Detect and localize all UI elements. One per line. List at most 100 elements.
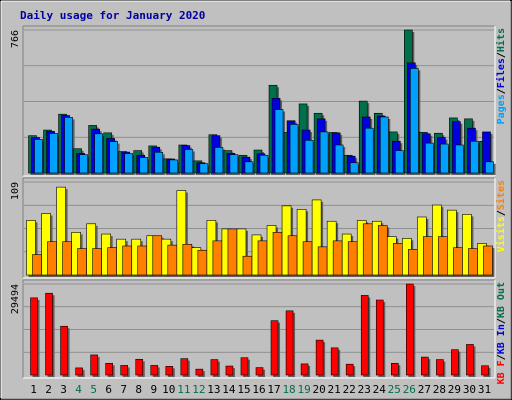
bar-sites bbox=[347, 241, 358, 276]
x-tick-label: 21 bbox=[328, 383, 341, 396]
bar-sites bbox=[332, 240, 343, 276]
bar-kb-f bbox=[45, 292, 53, 376]
bar-pages bbox=[169, 159, 179, 174]
bar-kb-f bbox=[451, 349, 459, 376]
bar-sites bbox=[92, 248, 102, 276]
bar-pages bbox=[124, 153, 134, 174]
bar-sites bbox=[107, 247, 117, 276]
bar-sites bbox=[377, 225, 388, 276]
x-tick-label: 7 bbox=[120, 383, 127, 396]
x-tick-label: 28 bbox=[433, 383, 446, 396]
x-tick-label: 5 bbox=[90, 383, 97, 396]
bar-kb-f bbox=[105, 362, 113, 376]
x-tick-label: 10 bbox=[162, 383, 175, 396]
x-tick-label: 27 bbox=[418, 383, 431, 396]
bar-sites bbox=[257, 240, 268, 276]
x-tick-label: 31 bbox=[478, 383, 491, 396]
x-tick-label: 18 bbox=[282, 383, 295, 396]
bar-sites bbox=[122, 245, 133, 276]
x-tick-label: 11 bbox=[177, 383, 190, 396]
bar-kb-f bbox=[285, 310, 294, 376]
bar-sites bbox=[287, 235, 298, 276]
x-tick-label: 8 bbox=[135, 383, 142, 396]
x-tick-label: 6 bbox=[105, 383, 112, 396]
bar-visits bbox=[447, 209, 457, 276]
x-tick-label: 13 bbox=[207, 383, 220, 396]
bar-sites bbox=[242, 255, 253, 276]
bar-pages bbox=[334, 144, 344, 174]
y-max-label: 29494 bbox=[10, 284, 21, 314]
x-tick-label: 2 bbox=[45, 383, 52, 396]
bar-kb-f bbox=[225, 365, 234, 376]
bar-pages bbox=[410, 68, 419, 174]
bar-kb-f bbox=[165, 366, 174, 376]
bar-pages bbox=[229, 154, 239, 174]
bar-sites bbox=[468, 248, 478, 276]
x-tick-label: 1 bbox=[30, 383, 37, 396]
legend-entry: / bbox=[496, 210, 507, 216]
bar-pages bbox=[379, 116, 389, 174]
bar-sites bbox=[77, 248, 87, 276]
bar-pages bbox=[319, 131, 329, 174]
legend-entry: Sites bbox=[495, 180, 507, 210]
bar-sites bbox=[137, 245, 148, 276]
bar-sites bbox=[483, 245, 493, 276]
bar-sites bbox=[182, 243, 193, 276]
bar-kb-f bbox=[135, 358, 144, 376]
x-tick-label: 26 bbox=[403, 383, 416, 396]
bar-pages bbox=[244, 161, 254, 174]
bar-kb-f bbox=[210, 359, 219, 376]
bar-pages bbox=[440, 143, 449, 174]
bar-pages bbox=[485, 161, 494, 174]
x-tick-label: 17 bbox=[267, 383, 280, 396]
legend-entry: KB In bbox=[496, 324, 507, 354]
bar-sites bbox=[423, 236, 433, 276]
x-tick-label: 30 bbox=[463, 383, 476, 396]
panel-box bbox=[23, 280, 495, 378]
bar-sites bbox=[32, 254, 42, 276]
bar-kb-f bbox=[406, 283, 414, 376]
panel-visits-sites: 109 Visits/Sites bbox=[10, 177, 507, 279]
bar-kb-f bbox=[481, 365, 489, 376]
bar-pages bbox=[274, 109, 284, 174]
bar-kb-f bbox=[255, 367, 264, 376]
bar-pages bbox=[94, 133, 103, 174]
legend-entry: / bbox=[496, 318, 507, 324]
chart-title: Daily usage for January 2020 bbox=[20, 9, 205, 22]
bar-visits bbox=[236, 228, 247, 276]
x-tick-label: 23 bbox=[358, 383, 371, 396]
y-max-label: 766 bbox=[10, 30, 21, 48]
x-tick-label: 16 bbox=[252, 383, 265, 396]
bar-sites bbox=[197, 249, 208, 276]
legend-entry: Visits bbox=[495, 216, 507, 252]
bar-pages bbox=[425, 142, 434, 174]
bar-sites bbox=[152, 235, 163, 276]
bar-sites bbox=[227, 228, 238, 276]
bar-kb-f bbox=[345, 363, 354, 376]
bar-kb-f bbox=[195, 368, 204, 376]
bar-pages bbox=[289, 124, 299, 174]
bar-visits bbox=[26, 220, 36, 276]
bar-sites bbox=[62, 241, 72, 276]
bar-pages bbox=[259, 154, 269, 174]
bar-pages bbox=[304, 140, 314, 174]
bar-visits bbox=[462, 214, 472, 276]
bar-pages bbox=[154, 151, 164, 174]
x-tick-label: 29 bbox=[448, 383, 461, 396]
bar-pages bbox=[184, 149, 194, 174]
bar-kb-f bbox=[180, 358, 189, 376]
x-tick-label: 25 bbox=[388, 383, 401, 396]
bar-kb-f bbox=[330, 347, 339, 376]
bar-pages bbox=[49, 133, 58, 174]
bar-kb-f bbox=[60, 325, 68, 376]
bar-pages bbox=[199, 163, 209, 174]
legend-entry: KB Out bbox=[496, 282, 507, 318]
x-tick-label: 12 bbox=[192, 383, 205, 396]
x-tick-label: 3 bbox=[60, 383, 67, 396]
x-tick-label: 24 bbox=[373, 383, 387, 396]
bar-kb-f bbox=[150, 365, 159, 376]
bar-kb-f bbox=[300, 363, 309, 376]
bar-kb-f bbox=[30, 297, 38, 376]
